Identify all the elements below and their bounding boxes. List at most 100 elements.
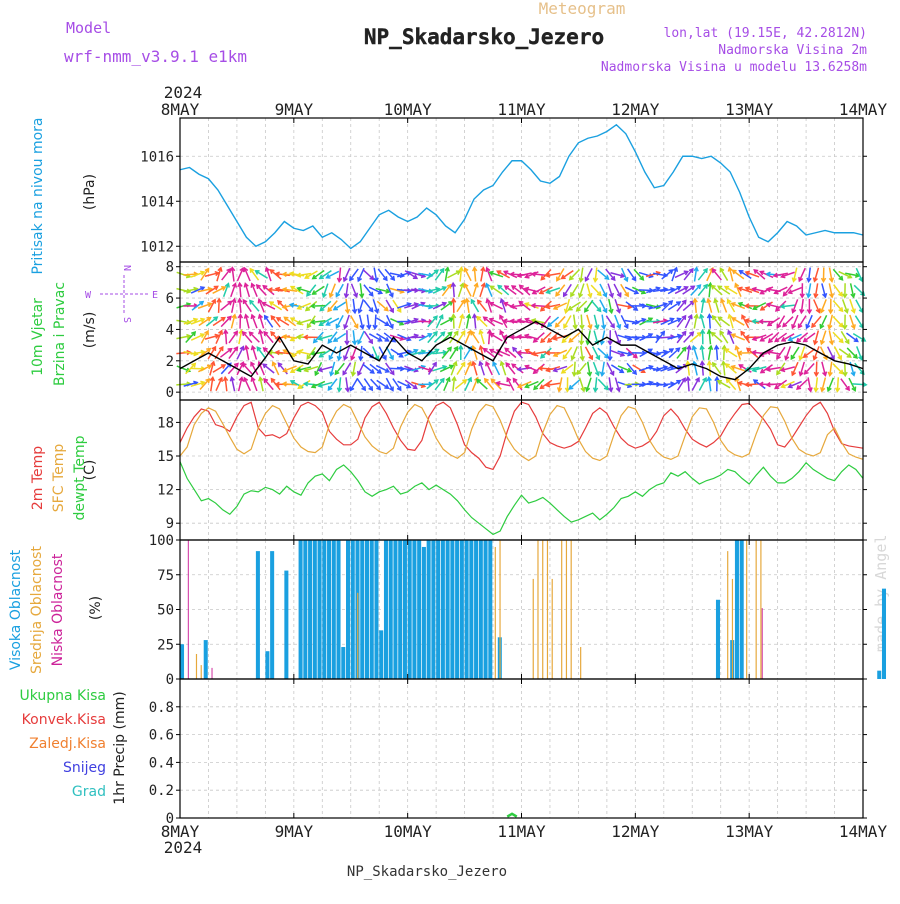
y-tick-label: 12	[157, 483, 174, 499]
model-value: wrf-nmm_v3.9.1 e1km	[64, 47, 247, 66]
cloud-bar	[446, 540, 450, 679]
wind-arrow	[393, 300, 401, 312]
wind-arrow	[598, 379, 608, 389]
cloud-bar	[180, 644, 184, 679]
cloud-bar	[760, 540, 761, 679]
wind-arrow	[200, 379, 209, 389]
y-tick-label: 0.4	[149, 755, 174, 771]
pressure-title: Pritisak na nivou mora	[30, 117, 46, 274]
cloud-bar	[552, 579, 553, 679]
cloud-bar	[566, 540, 567, 679]
model-elevation-label: Nadmorska Visina u modelu 13.6258m	[601, 60, 867, 75]
wind-arrow	[478, 300, 487, 311]
panel-title-line: dewpt Temp	[72, 435, 88, 520]
cloud-bar	[196, 654, 197, 679]
wind-arrow	[591, 301, 600, 312]
cloud-bar	[762, 608, 763, 679]
y-tick-label: 0.2	[149, 783, 174, 799]
y-tick-label: 15	[157, 449, 174, 465]
cloud-bar	[365, 540, 369, 679]
y-tick-label: 9	[166, 516, 174, 532]
cloud-bar	[746, 540, 747, 679]
y-tick-label: 0	[166, 385, 174, 401]
wind-arrow	[364, 300, 373, 311]
cloud-bar	[403, 540, 407, 679]
date-label-top: 13MAY	[725, 100, 774, 119]
cloud-bar	[188, 540, 189, 679]
wind-arrow	[350, 378, 357, 390]
cloud-bar	[740, 540, 744, 679]
panel-title-line: 2m Temp	[30, 446, 46, 510]
cloud-bar	[422, 547, 426, 679]
cloud-bar	[735, 540, 739, 679]
cloud-bar	[389, 540, 393, 679]
wind-arrow	[621, 284, 628, 296]
cloud-bar	[265, 651, 269, 679]
cloud-bar	[542, 540, 543, 679]
y-tick-label: 6	[166, 291, 174, 307]
panel-title-line: SFC Temp	[51, 444, 67, 513]
precip-legend-item: Snijeg	[63, 760, 106, 776]
wind-arrow	[471, 331, 479, 343]
wind-arrow	[606, 316, 614, 328]
y-tick-label: 1014	[140, 194, 174, 210]
cloud-bar	[327, 540, 331, 679]
y-tick-label: 100	[149, 533, 174, 549]
date-label-top: 14MAY	[839, 100, 888, 119]
wind-arrow	[363, 270, 373, 279]
lonlat-label: lon,lat (19.15E, 42.2812N)	[664, 26, 868, 41]
cloud-bar	[474, 540, 478, 679]
cloud-bar	[431, 540, 435, 679]
cloud-bar	[450, 540, 454, 679]
panel-grid	[180, 262, 863, 400]
wind-arrow	[833, 316, 843, 326]
wind-arrow	[186, 332, 195, 342]
wind-arrow	[727, 379, 736, 390]
wind-arrow	[229, 332, 237, 343]
compass-east: E	[152, 290, 158, 301]
footer-station: NP_Skadarsko_Jezero	[347, 864, 507, 880]
cloud-bar	[756, 540, 757, 679]
cloud-bar	[201, 665, 202, 679]
wind-title-line1: 10m Vjetar	[30, 298, 46, 376]
wind-title-line2: Brzina i Pravac	[52, 282, 68, 386]
date-label-bottom: 11MAY	[497, 822, 546, 841]
wind-arrow	[720, 269, 727, 281]
y-tick-label: 0.8	[149, 700, 174, 716]
wind-unit: (m/s)	[82, 312, 98, 349]
cloud-bar	[561, 540, 562, 679]
cloud-bar	[495, 547, 496, 679]
cloud-bar	[270, 551, 274, 679]
wind-arrow	[562, 364, 573, 372]
y-tick-label: 75	[157, 568, 174, 584]
cloud-bar	[571, 540, 572, 679]
compass-south: S	[121, 317, 132, 323]
date-label-top: 8MAY	[161, 100, 200, 119]
y-tick-label: 25	[157, 637, 174, 653]
precip-legend-item: Ukupna Kisa	[19, 688, 106, 704]
precip-series-line	[507, 814, 516, 817]
date-labels: 8MAY8MAY9MAY9MAY10MAY10MAY11MAY11MAY12MA…	[161, 100, 888, 841]
cloud-bar	[284, 571, 288, 679]
y-tick-label: 0.6	[149, 728, 174, 744]
wind-arrow	[799, 316, 806, 328]
cloud-bar	[455, 540, 459, 679]
wind-arrow	[393, 379, 401, 391]
cloud-bar	[299, 540, 303, 679]
wind-arrow	[591, 285, 601, 295]
cloud-bar	[318, 540, 322, 679]
credit-label: made by Angel	[872, 535, 890, 652]
wind-arrow	[564, 284, 572, 296]
wind-arrow	[312, 306, 326, 307]
cloud-bar	[337, 540, 341, 679]
y-tick-label: 2	[166, 354, 174, 370]
cloud-bar	[436, 540, 440, 679]
cloud-bar	[484, 540, 488, 679]
date-label-top: 10MAY	[384, 100, 433, 119]
precip-legend-item: Zaledj.Kisa	[29, 736, 106, 752]
